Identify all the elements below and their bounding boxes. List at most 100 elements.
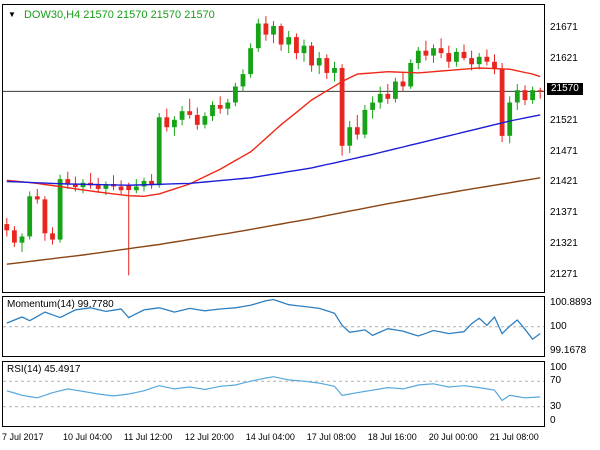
candle-body <box>294 37 299 54</box>
symbol-quote-line: DOW30,H4 21570 21570 21570 21570 <box>23 9 215 21</box>
candle-body <box>499 69 505 136</box>
ma-mid-line <box>6 114 541 186</box>
candle-body <box>362 109 368 135</box>
main-chart-svg[interactable] <box>3 5 544 292</box>
candle-body <box>4 224 10 231</box>
price-axis-label: 21471 <box>550 145 578 157</box>
candle-body <box>469 58 474 65</box>
candle-body <box>217 105 223 109</box>
time-axis-label: 10 Jul 04:00 <box>63 432 113 442</box>
price-axis-label: 21371 <box>550 207 578 219</box>
candle-body <box>271 26 276 35</box>
time-axis-label: 21 Jul 08:00 <box>489 432 539 442</box>
time-axis-label: 20 Jul 00:00 <box>428 432 478 442</box>
candle-body <box>73 184 78 188</box>
candle-body <box>103 184 109 189</box>
candle-body <box>255 23 261 49</box>
price-axis-label: 21271 <box>550 269 578 280</box>
rsi-panel[interactable]: RSI(14) 45.4917 <box>2 361 545 427</box>
main-chart-panel[interactable]: ▼ DOW30,H4 21570 21570 21570 21570 <box>2 4 545 293</box>
candle-body <box>12 230 17 243</box>
candle-body <box>118 186 124 191</box>
price-axis-label: 21421 <box>550 176 578 188</box>
candle-body <box>476 56 482 65</box>
candle-body <box>34 196 40 200</box>
price-axis-label: 21671 <box>550 22 578 34</box>
candle-body <box>225 102 231 109</box>
candle-body <box>187 111 193 115</box>
candle-body <box>156 117 162 186</box>
candle-body <box>484 56 490 62</box>
bid-price-tag: 21570 <box>547 83 583 96</box>
rsi-axis-label: 70 <box>550 375 562 387</box>
candle-body <box>454 51 459 62</box>
candle-body <box>324 58 330 73</box>
candle-body <box>149 180 154 186</box>
candle-body <box>339 68 345 146</box>
candle-body <box>370 102 375 110</box>
chart-header: ▼ DOW30,H4 21570 21570 21570 21570 <box>8 9 215 21</box>
candle-body <box>210 105 215 117</box>
candle-body <box>278 26 284 45</box>
momentum-axis-label: 100.8893 <box>550 297 592 308</box>
candle-body <box>50 233 55 240</box>
candle-body <box>377 93 383 103</box>
candle-body <box>65 179 71 184</box>
candle-body <box>233 86 238 103</box>
candle-body <box>537 90 543 92</box>
candle-body <box>248 48 253 75</box>
rsi-axis-label: 100 <box>550 362 567 373</box>
momentum-svg[interactable] <box>3 297 544 356</box>
candle-body <box>19 236 25 243</box>
candle-body <box>431 48 436 56</box>
candle-body <box>27 196 33 237</box>
candle-body <box>408 63 414 87</box>
candle-body <box>415 50 421 63</box>
candle-body <box>354 127 360 135</box>
time-axis-label: 14 Jul 04:00 <box>245 432 295 442</box>
candle-body <box>263 23 269 35</box>
candle-body <box>141 180 147 187</box>
candle-body <box>461 51 467 59</box>
price-axis-label: 21521 <box>550 114 578 126</box>
dropdown-arrow-icon[interactable]: ▼ <box>8 10 16 19</box>
time-axis-label: 18 Jul 16:00 <box>367 432 417 442</box>
candle-body <box>164 117 170 128</box>
rsi-axis-label: 0 <box>550 415 556 426</box>
candle-body <box>202 116 208 125</box>
time-axis-label: 7 Jul 2017 <box>2 432 44 442</box>
momentum-panel[interactable]: Momentum(14) 99.7780 <box>2 296 545 357</box>
time-axis-label: 17 Jul 08:00 <box>306 432 356 442</box>
candle-body <box>507 102 513 136</box>
candle-body <box>286 37 292 45</box>
time-axis[interactable]: 7 Jul 2017 10 Jul 04:00 11 Jul 12:00 12 Jul… <box>2 432 545 446</box>
candle-body <box>385 93 391 99</box>
price-axis[interactable]: 21671 21621 21521 21471 21421 21371 21321 21271… <box>547 0 600 450</box>
time-axis-label: 11 Jul 12:00 <box>123 432 173 442</box>
candle-body <box>400 81 406 87</box>
candle-body <box>514 90 520 103</box>
price-axis-label: 21321 <box>550 238 578 250</box>
momentum-indicator-label: Momentum(14) 99.7780 <box>7 299 114 310</box>
candle-body <box>179 111 185 120</box>
candle-body <box>332 68 337 73</box>
candle-body <box>393 81 398 99</box>
momentum-line <box>6 298 541 340</box>
momentum-axis-label: 99.1678 <box>550 345 587 356</box>
candle-body <box>57 179 63 240</box>
candle-body <box>194 114 200 125</box>
rsi-svg[interactable] <box>3 362 544 426</box>
candle-body <box>522 90 528 101</box>
price-axis-label: 21621 <box>550 52 578 64</box>
candle-body <box>423 50 429 56</box>
candle-body <box>347 127 353 146</box>
ma-slow-line <box>6 177 541 265</box>
rsi-indicator-label: RSI(14) 45.4917 <box>7 364 81 375</box>
candle-body <box>126 185 132 191</box>
candle-body <box>316 58 322 66</box>
candle-body <box>133 186 139 191</box>
candle-body <box>530 90 535 101</box>
time-axis-label: 12 Jul 20:00 <box>184 432 234 442</box>
rsi-axis-label: 30 <box>550 400 562 412</box>
